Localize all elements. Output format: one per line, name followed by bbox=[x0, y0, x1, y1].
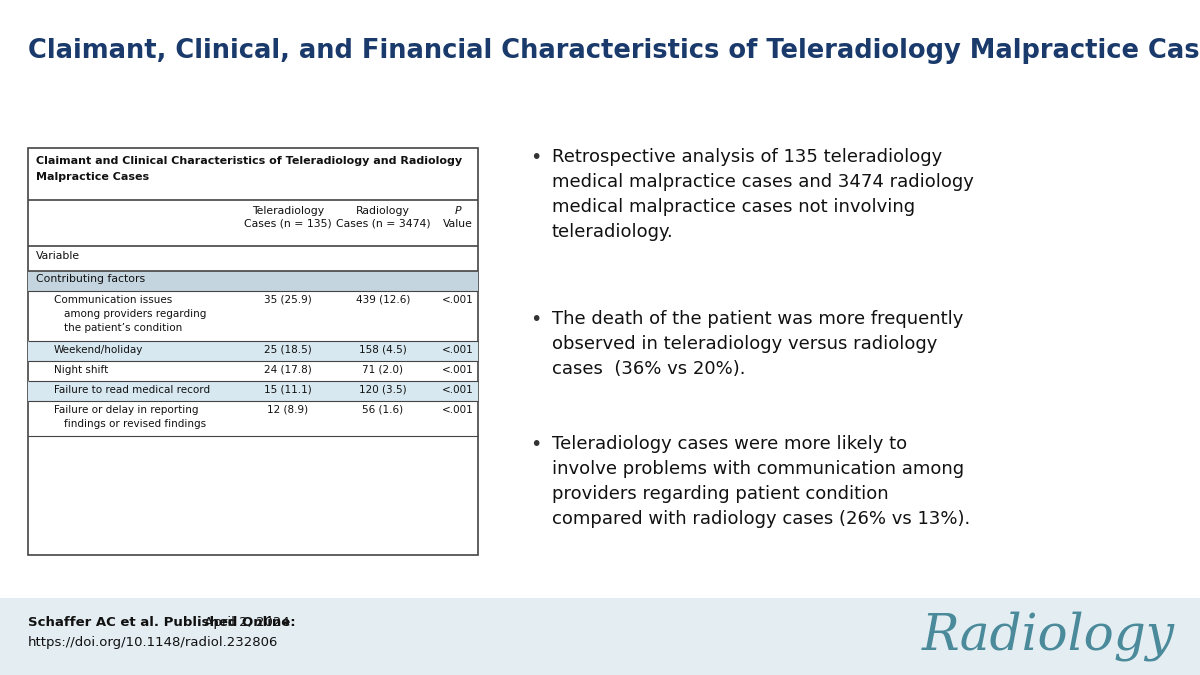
Text: <.001: <.001 bbox=[442, 365, 474, 375]
Text: <.001: <.001 bbox=[442, 385, 474, 395]
Text: <.001: <.001 bbox=[442, 405, 474, 415]
Bar bbox=[28, 271, 478, 291]
Text: April 2, 2024: April 2, 2024 bbox=[200, 616, 289, 629]
Text: Weekend/holiday: Weekend/holiday bbox=[54, 345, 143, 355]
Text: P: P bbox=[455, 206, 461, 216]
Text: Radiology: Radiology bbox=[922, 612, 1175, 662]
Bar bbox=[28, 381, 478, 401]
Text: Communication issues: Communication issues bbox=[54, 295, 173, 305]
Text: Cases (n = 3474): Cases (n = 3474) bbox=[336, 219, 431, 229]
Text: Contributing factors: Contributing factors bbox=[36, 274, 145, 284]
Text: 25 (18.5): 25 (18.5) bbox=[264, 345, 312, 355]
Text: 15 (11.1): 15 (11.1) bbox=[264, 385, 312, 395]
Bar bbox=[28, 341, 478, 361]
Text: Variable: Variable bbox=[36, 251, 80, 261]
Text: 439 (12.6): 439 (12.6) bbox=[356, 295, 410, 305]
Text: Retrospective analysis of 135 teleradiology
medical malpractice cases and 3474 r: Retrospective analysis of 135 teleradiol… bbox=[552, 148, 974, 241]
Text: The death of the patient was more frequently
observed in teleradiology versus ra: The death of the patient was more freque… bbox=[552, 310, 964, 378]
Text: Claimant and Clinical Characteristics of Teleradiology and Radiology: Claimant and Clinical Characteristics of… bbox=[36, 156, 462, 166]
Text: Cases (n = 135): Cases (n = 135) bbox=[244, 219, 332, 229]
Text: 35 (25.9): 35 (25.9) bbox=[264, 295, 312, 305]
Text: 12 (8.9): 12 (8.9) bbox=[268, 405, 308, 415]
Text: the patient’s condition: the patient’s condition bbox=[64, 323, 182, 333]
Text: Teleradiology: Teleradiology bbox=[252, 206, 324, 216]
Text: Claimant, Clinical, and Financial Characteristics of Teleradiology Malpractice C: Claimant, Clinical, and Financial Charac… bbox=[28, 38, 1200, 64]
Text: Teleradiology cases were more likely to
involve problems with communication amon: Teleradiology cases were more likely to … bbox=[552, 435, 971, 528]
Text: 56 (1.6): 56 (1.6) bbox=[362, 405, 403, 415]
Text: https://doi.org/10.1148/radiol.232806: https://doi.org/10.1148/radiol.232806 bbox=[28, 636, 278, 649]
Text: findings or revised findings: findings or revised findings bbox=[64, 419, 206, 429]
Text: 24 (17.8): 24 (17.8) bbox=[264, 365, 312, 375]
Text: •: • bbox=[530, 435, 541, 454]
Text: <.001: <.001 bbox=[442, 295, 474, 305]
Text: among providers regarding: among providers regarding bbox=[64, 309, 206, 319]
Text: Failure or delay in reporting: Failure or delay in reporting bbox=[54, 405, 198, 415]
Text: 71 (2.0): 71 (2.0) bbox=[362, 365, 403, 375]
Bar bbox=[0, 598, 1200, 675]
Text: 158 (4.5): 158 (4.5) bbox=[359, 345, 407, 355]
Text: 120 (3.5): 120 (3.5) bbox=[359, 385, 407, 395]
Text: <.001: <.001 bbox=[442, 345, 474, 355]
Text: Value: Value bbox=[443, 219, 473, 229]
Text: Failure to read medical record: Failure to read medical record bbox=[54, 385, 210, 395]
Text: Schaffer AC et al. Published Online:: Schaffer AC et al. Published Online: bbox=[28, 616, 295, 629]
Text: Night shift: Night shift bbox=[54, 365, 108, 375]
Text: •: • bbox=[530, 148, 541, 167]
Text: Malpractice Cases: Malpractice Cases bbox=[36, 172, 149, 182]
Text: •: • bbox=[530, 310, 541, 329]
Text: Radiology: Radiology bbox=[356, 206, 410, 216]
Bar bbox=[28, 148, 478, 555]
